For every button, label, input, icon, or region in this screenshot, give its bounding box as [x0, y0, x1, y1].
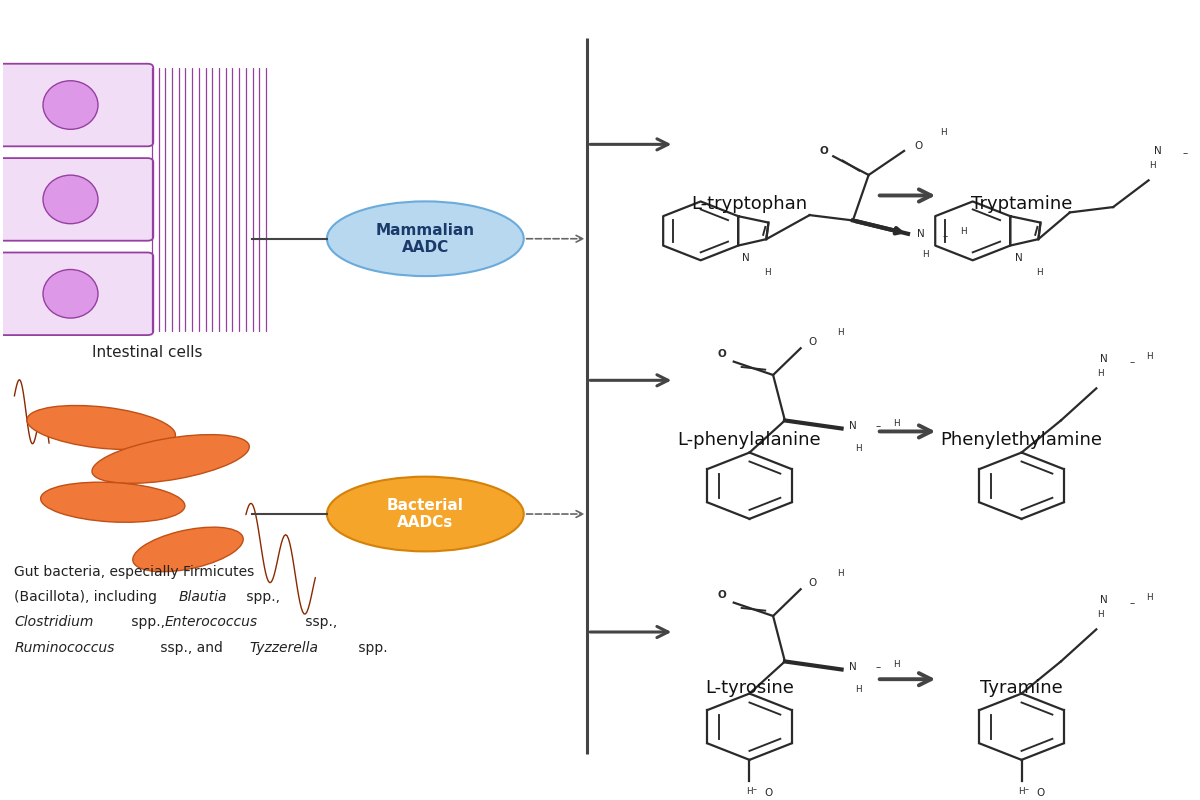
Text: O: O	[820, 146, 828, 156]
Text: N: N	[850, 662, 857, 672]
Ellipse shape	[43, 175, 98, 224]
Text: –: –	[875, 421, 881, 431]
Text: Mammalian
AADC: Mammalian AADC	[376, 222, 475, 255]
Text: –: –	[1182, 149, 1188, 158]
Text: Gut bacteria, especially Firmicutes: Gut bacteria, especially Firmicutes	[14, 565, 254, 579]
Text: (Bacillota), including: (Bacillota), including	[14, 590, 162, 604]
Text: N: N	[1100, 354, 1108, 364]
Text: N: N	[1014, 253, 1022, 262]
Ellipse shape	[133, 527, 244, 572]
Ellipse shape	[26, 406, 175, 450]
Text: L-phenylalanine: L-phenylalanine	[678, 431, 821, 450]
Text: H: H	[856, 444, 863, 454]
Text: H: H	[1199, 144, 1200, 153]
Text: O: O	[718, 349, 726, 358]
Text: L-tyrosine: L-tyrosine	[706, 679, 794, 697]
Text: Intestinal cells: Intestinal cells	[92, 345, 203, 360]
Text: H: H	[1146, 352, 1153, 361]
Ellipse shape	[43, 270, 98, 318]
Ellipse shape	[326, 477, 523, 551]
Ellipse shape	[326, 202, 523, 276]
Text: spp.,: spp.,	[127, 615, 169, 630]
Text: O: O	[764, 788, 773, 798]
Text: H: H	[1097, 610, 1104, 619]
Ellipse shape	[92, 434, 250, 483]
Text: H: H	[836, 569, 844, 578]
Text: –: –	[875, 662, 881, 672]
FancyBboxPatch shape	[0, 253, 154, 335]
Text: H: H	[1018, 787, 1025, 797]
Text: O: O	[809, 337, 816, 347]
Text: H: H	[1097, 369, 1104, 378]
Text: H: H	[856, 686, 863, 694]
Text: O: O	[914, 141, 923, 150]
Text: ssp.,: ssp.,	[301, 615, 337, 630]
Text: –: –	[1025, 785, 1028, 794]
Text: Blautia: Blautia	[179, 590, 227, 604]
Text: H: H	[893, 660, 900, 669]
Text: spp.: spp.	[354, 641, 388, 654]
Text: –: –	[752, 785, 756, 794]
Text: Ruminococcus: Ruminococcus	[14, 641, 115, 654]
Text: H: H	[746, 787, 752, 797]
Text: ssp., and: ssp., and	[156, 641, 227, 654]
Text: Tryptamine: Tryptamine	[971, 195, 1073, 214]
Text: Clostridium: Clostridium	[14, 615, 94, 630]
Text: spp.,: spp.,	[242, 590, 281, 604]
Text: H: H	[960, 226, 966, 236]
Ellipse shape	[41, 482, 185, 522]
Text: O: O	[1037, 788, 1044, 798]
Text: O: O	[718, 590, 726, 599]
FancyBboxPatch shape	[0, 64, 154, 146]
Text: H: H	[1037, 268, 1043, 277]
Text: Tyramine: Tyramine	[980, 679, 1063, 697]
Text: H: H	[836, 328, 844, 337]
Text: N: N	[1100, 595, 1108, 605]
FancyBboxPatch shape	[0, 158, 154, 241]
Text: O: O	[809, 578, 816, 588]
Text: H: H	[922, 250, 929, 258]
Text: N: N	[918, 229, 925, 239]
Text: N: N	[743, 253, 750, 262]
Text: N: N	[850, 421, 857, 431]
Text: H: H	[1150, 161, 1156, 170]
Text: N: N	[1154, 146, 1162, 156]
Text: Tyzzerella: Tyzzerella	[250, 641, 318, 654]
Text: –: –	[942, 231, 948, 242]
Text: Phenylethylamine: Phenylethylamine	[941, 431, 1103, 450]
Text: H: H	[940, 128, 947, 137]
Text: H: H	[1146, 593, 1153, 602]
Text: L-tryptophan: L-tryptophan	[691, 195, 808, 214]
Ellipse shape	[43, 81, 98, 130]
Text: H: H	[764, 268, 770, 277]
Text: Bacterial
AADCs: Bacterial AADCs	[386, 498, 463, 530]
Text: Enterococcus: Enterococcus	[164, 615, 258, 630]
Text: H: H	[893, 418, 900, 428]
Text: –: –	[1129, 357, 1134, 366]
Text: –: –	[1129, 598, 1134, 608]
